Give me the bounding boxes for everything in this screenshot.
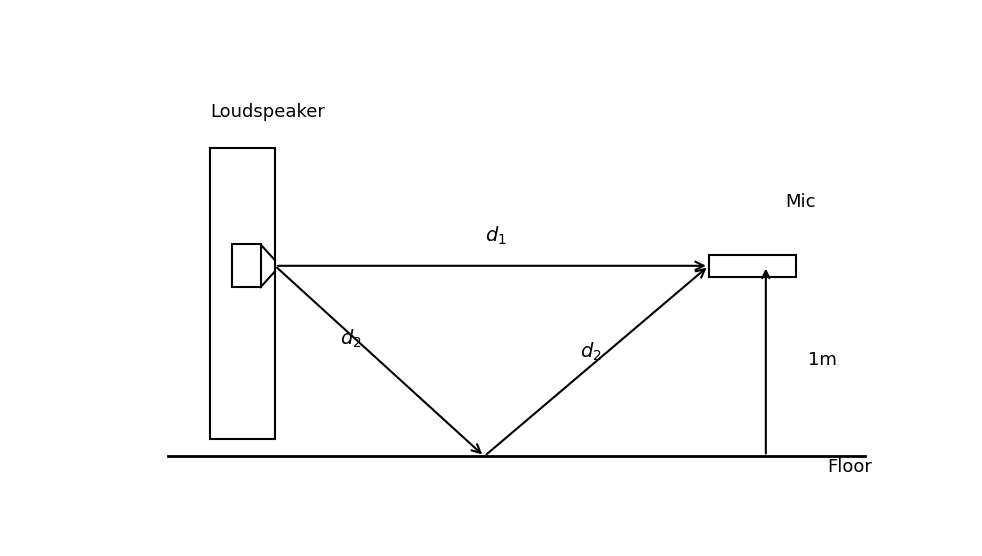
Bar — [709, 255, 796, 277]
Text: $d_2$: $d_2$ — [340, 327, 362, 350]
Text: Loudspeaker: Loudspeaker — [210, 103, 325, 121]
Bar — [232, 245, 260, 287]
Text: 1m: 1m — [807, 351, 837, 369]
Text: $d_1$: $d_1$ — [485, 225, 507, 247]
Text: $d_2$: $d_2$ — [580, 340, 602, 363]
Text: Mic: Mic — [785, 192, 815, 211]
Text: Floor: Floor — [827, 458, 872, 476]
Bar — [210, 148, 275, 439]
